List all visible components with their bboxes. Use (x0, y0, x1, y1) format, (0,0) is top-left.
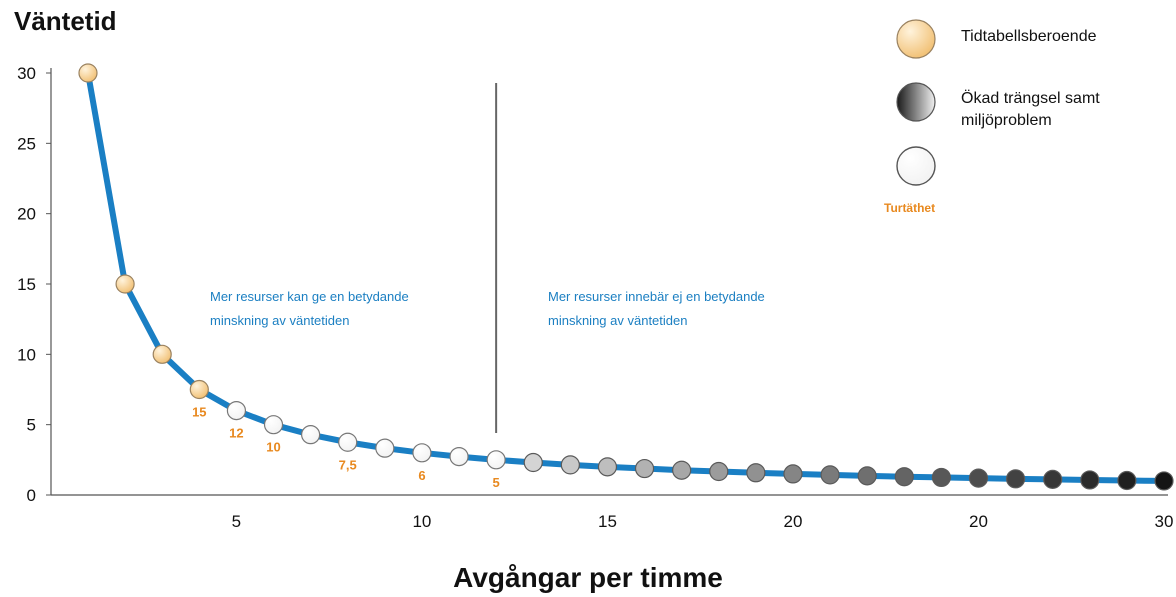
data-point (152, 344, 172, 364)
y-tick-label: 20 (17, 205, 36, 224)
data-point (301, 425, 321, 445)
annotation-left-line2: minskning av väntetiden (210, 313, 350, 328)
y-tick-label: 30 (17, 64, 36, 83)
data-markers (78, 63, 1174, 491)
x-tick-label: 30 (1155, 512, 1174, 531)
x-tick-label: 20 (784, 512, 803, 531)
data-point (597, 457, 618, 477)
legend-label-congestion-line2: miljöproblem (961, 112, 1052, 129)
point-label: 5 (493, 475, 500, 490)
data-point (338, 432, 358, 452)
x-tick-label: 5 (232, 512, 241, 531)
congestion-icon (896, 82, 936, 122)
data-point (894, 467, 914, 487)
axes: 0 5 10 15 20 25 30 5 10 15 20 20 30 (17, 64, 1173, 531)
y-tick-label: 10 (17, 345, 36, 364)
frequency-icon (896, 146, 936, 186)
data-point (968, 468, 989, 488)
point-label: 12 (229, 426, 243, 441)
data-point (709, 461, 729, 482)
data-point (189, 379, 209, 400)
point-label: 15 (192, 405, 206, 420)
data-point (449, 446, 469, 467)
annotation-left: Mer resurser kan ge en betydande minskni… (210, 285, 409, 333)
data-point (226, 401, 247, 421)
annotation-right: Mer resurser innebär ej en betydande min… (548, 285, 765, 333)
x-tick-label: 10 (412, 512, 431, 531)
legend-label-frequency: Turtäthet (884, 201, 936, 215)
legend-label-timetable: Tidtabellsberoende (961, 28, 1097, 45)
y-tick-label: 15 (17, 275, 36, 294)
y-tick-label: 0 (27, 486, 36, 505)
annotation-right-line1: Mer resurser innebär ej en betydande (548, 289, 765, 304)
data-point (115, 274, 135, 294)
data-point (857, 466, 877, 486)
point-label: 6 (418, 468, 425, 483)
data-point (931, 467, 951, 488)
legend-icons (896, 19, 936, 186)
data-point (672, 460, 692, 480)
x-tick-label: 20 (969, 512, 988, 531)
data-series (85, 70, 1167, 484)
data-point (783, 464, 803, 484)
data-point (1154, 471, 1174, 491)
legend-label-congestion: Ökad trängsel samt miljöproblem (961, 88, 1100, 132)
series-line (85, 70, 1167, 484)
data-point (634, 458, 655, 479)
data-point (486, 450, 506, 470)
data-point (375, 438, 395, 458)
data-point (412, 443, 432, 463)
y-axis-title: Väntetid (14, 6, 117, 36)
annotation-left-line1: Mer resurser kan ge en betydande (210, 289, 409, 304)
point-labels: 15 12 10 7,5 6 5 (192, 405, 500, 490)
data-point (560, 455, 580, 475)
legend-label-congestion-line1: Ökad trängsel samt (961, 90, 1100, 107)
y-tick-label: 25 (17, 134, 36, 153)
data-point (1117, 470, 1137, 491)
x-axis-title: Avgångar per timme (453, 562, 723, 593)
point-label: 7,5 (339, 457, 357, 472)
point-label: 10 (266, 440, 280, 455)
data-point (263, 415, 284, 435)
annotation-right-line2: minskning av väntetiden (548, 313, 688, 328)
data-point (1005, 469, 1026, 489)
data-point (78, 63, 98, 83)
y-tick-label: 5 (27, 416, 36, 435)
data-point (523, 452, 543, 473)
data-point (746, 463, 766, 483)
data-point (820, 465, 840, 485)
timetable-dependent-icon (896, 19, 936, 59)
data-point (1080, 470, 1100, 490)
data-point (1043, 469, 1063, 489)
x-tick-label: 15 (598, 512, 617, 531)
